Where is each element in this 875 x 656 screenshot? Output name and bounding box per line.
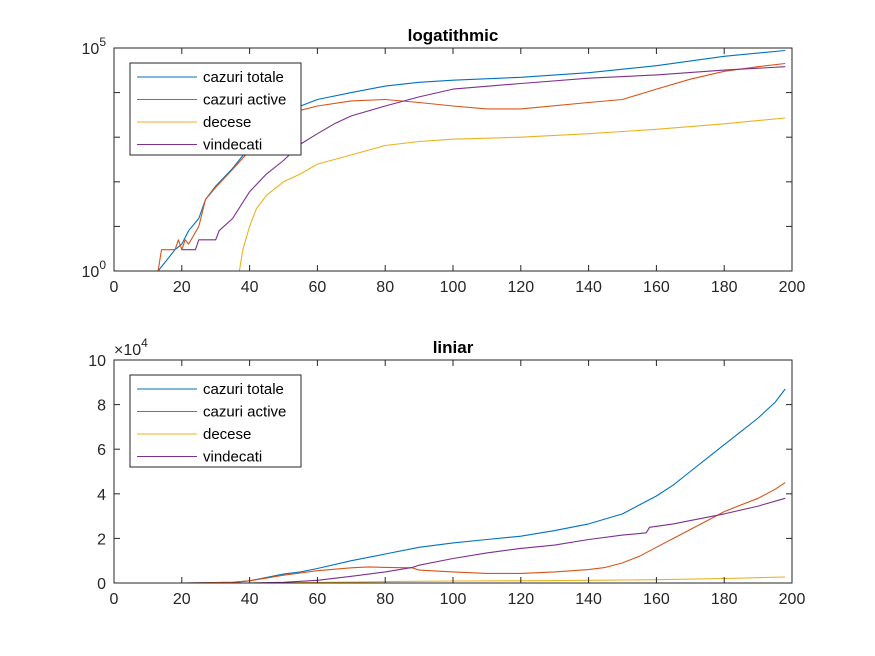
linear-xtick-label: 180: [711, 591, 738, 608]
linear-y-axis: 0 2 4 6 8 10: [88, 353, 792, 593]
linear-y-exponent: ×104: [114, 336, 148, 359]
linear-legend-label: cazuri active: [203, 404, 286, 421]
log-ytick-label-max: 105: [82, 35, 107, 58]
linear-legend-box: [129, 374, 302, 468]
log-xtick-label: 200: [779, 279, 806, 296]
log-legend-label: cazuri totale: [203, 69, 284, 86]
log-x-axis: 0 20 40 60 80 100 120 140 160 180 200: [110, 48, 806, 296]
log-xtick-label: 100: [440, 279, 467, 296]
linear-legend: cazuri totale cazuri active decese vindecat…: [129, 374, 302, 468]
linear-xtick-label: 20: [173, 591, 191, 608]
log-legend-label: vindecati: [203, 137, 262, 154]
linear-xtick-label: 200: [779, 591, 806, 608]
linear-xtick-label: 60: [309, 591, 327, 608]
linear-xtick-label: 120: [507, 591, 534, 608]
log-xtick-label: 160: [643, 279, 670, 296]
log-series-decese: [238, 117, 786, 271]
linear-subplot-title: liniar: [433, 338, 474, 357]
log-xtick-label: 120: [507, 279, 534, 296]
log-xtick-label: 40: [241, 279, 259, 296]
linear-series-cazuri-totale: [114, 388, 786, 583]
linear-ytick-label: 8: [97, 398, 106, 415]
linear-ytick-label: 6: [97, 442, 106, 459]
log-xtick-label: 60: [309, 279, 327, 296]
linear-x-axis: 0 20 40 60 80 100 120 140 160 180 200: [110, 360, 806, 608]
log-legend: cazuri totale cazuri active decese vindecat…: [129, 62, 302, 156]
linear-ytick-label: 4: [97, 487, 106, 504]
linear-legend-label: cazuri totale: [203, 381, 284, 398]
log-series-vindecati: [181, 66, 786, 251]
log-legend-box: [129, 62, 302, 156]
linear-xtick-label: 160: [643, 591, 670, 608]
log-xtick-label: 140: [575, 279, 602, 296]
linear-xtick-label: 80: [376, 591, 394, 608]
log-ytick-label-min: 100: [82, 258, 107, 281]
linear-xtick-label: 140: [575, 591, 602, 608]
linear-scale-subplot: liniar ×104 0 20 40 60 80 100 120 140 160 180 200 …: [88, 336, 805, 608]
log-xtick-label: 80: [376, 279, 394, 296]
linear-ytick-label: 0: [97, 576, 106, 593]
log-legend-label: decese: [203, 114, 251, 131]
linear-legend-label: vindecati: [203, 449, 262, 466]
linear-xtick-label: 0: [110, 591, 119, 608]
linear-legend-label: decese: [203, 426, 251, 443]
linear-series-cazuri-active: [114, 482, 786, 583]
log-legend-label: cazuri active: [203, 92, 286, 109]
log-xtick-label: 180: [711, 279, 738, 296]
linear-series-vindecati: [114, 497, 786, 583]
linear-ytick-label: 2: [97, 531, 106, 548]
log-subplot-title: logatithmic: [408, 26, 499, 45]
log-scale-subplot: logatithmic 0 20 40 60 80 100 120 140 160 180 200 …: [82, 26, 806, 296]
log-y-axis: 100 105: [82, 35, 792, 281]
log-xtick-label: 0: [110, 279, 119, 296]
linear-xtick-label: 40: [241, 591, 259, 608]
log-xtick-label: 20: [173, 279, 191, 296]
linear-xtick-label: 100: [440, 591, 467, 608]
linear-ytick-label: 10: [88, 353, 106, 370]
